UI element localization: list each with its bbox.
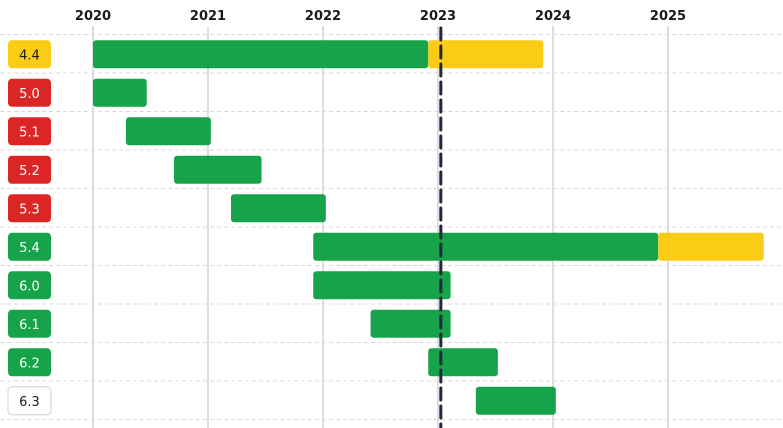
bar-active-4.4	[93, 40, 429, 69]
version-label-5.3: 5.3	[19, 202, 40, 217]
tick-label-2025: 2025	[650, 9, 686, 24]
tick-label-2021: 2021	[190, 9, 226, 24]
version-label-5.2: 5.2	[19, 164, 40, 179]
x-axis: 2020 2021 2022 2023 2024 2025	[75, 9, 686, 24]
bar-active-5.0	[93, 78, 147, 107]
bar-active-6.0	[313, 271, 451, 300]
version-label-6.3: 6.3	[19, 395, 40, 410]
version-badge-5.3	[8, 194, 51, 223]
version-badge-5.1	[8, 117, 51, 146]
version-label-5.1: 5.1	[19, 125, 40, 140]
version-badge-5.2	[8, 155, 51, 184]
version-label-6.1: 6.1	[19, 318, 40, 333]
version-label-5.4: 5.4	[19, 241, 40, 256]
version-badge-6.0	[8, 271, 51, 300]
bar-active-5.3	[231, 194, 326, 223]
version-badge-5.4	[8, 232, 51, 261]
version-badge-5.0	[8, 78, 51, 107]
version-badge-6.1	[8, 309, 51, 338]
tick-label-2024: 2024	[535, 9, 571, 24]
bar-active-5.2	[174, 155, 262, 184]
tick-label-2022: 2022	[305, 9, 341, 24]
version-label-4.4: 4.4	[19, 48, 40, 63]
tick-label-2023: 2023	[420, 9, 456, 24]
bar-active-6.3	[475, 386, 556, 415]
bar-active-5.4	[313, 232, 659, 261]
bars	[93, 40, 764, 415]
bar-extended-4.4	[428, 40, 544, 69]
bar-active-6.1	[370, 309, 451, 338]
version-labels: 4.4 5.0 5.1 5.2 5.3 5.4 6.0 6.1 6.2 6.3	[7, 40, 52, 416]
version-label-6.2: 6.2	[19, 356, 40, 371]
version-label-6.0: 6.0	[19, 279, 40, 294]
version-label-5.0: 5.0	[19, 87, 40, 102]
version-badge-6.3	[7, 386, 52, 416]
grid	[0, 26, 783, 428]
tick-label-2020: 2020	[75, 9, 111, 24]
bar-active-5.1	[125, 117, 211, 146]
bar-extended-5.4	[658, 232, 764, 261]
bar-active-6.2	[428, 348, 498, 377]
version-badge-4.4	[8, 40, 51, 69]
version-badge-6.2	[8, 348, 51, 377]
